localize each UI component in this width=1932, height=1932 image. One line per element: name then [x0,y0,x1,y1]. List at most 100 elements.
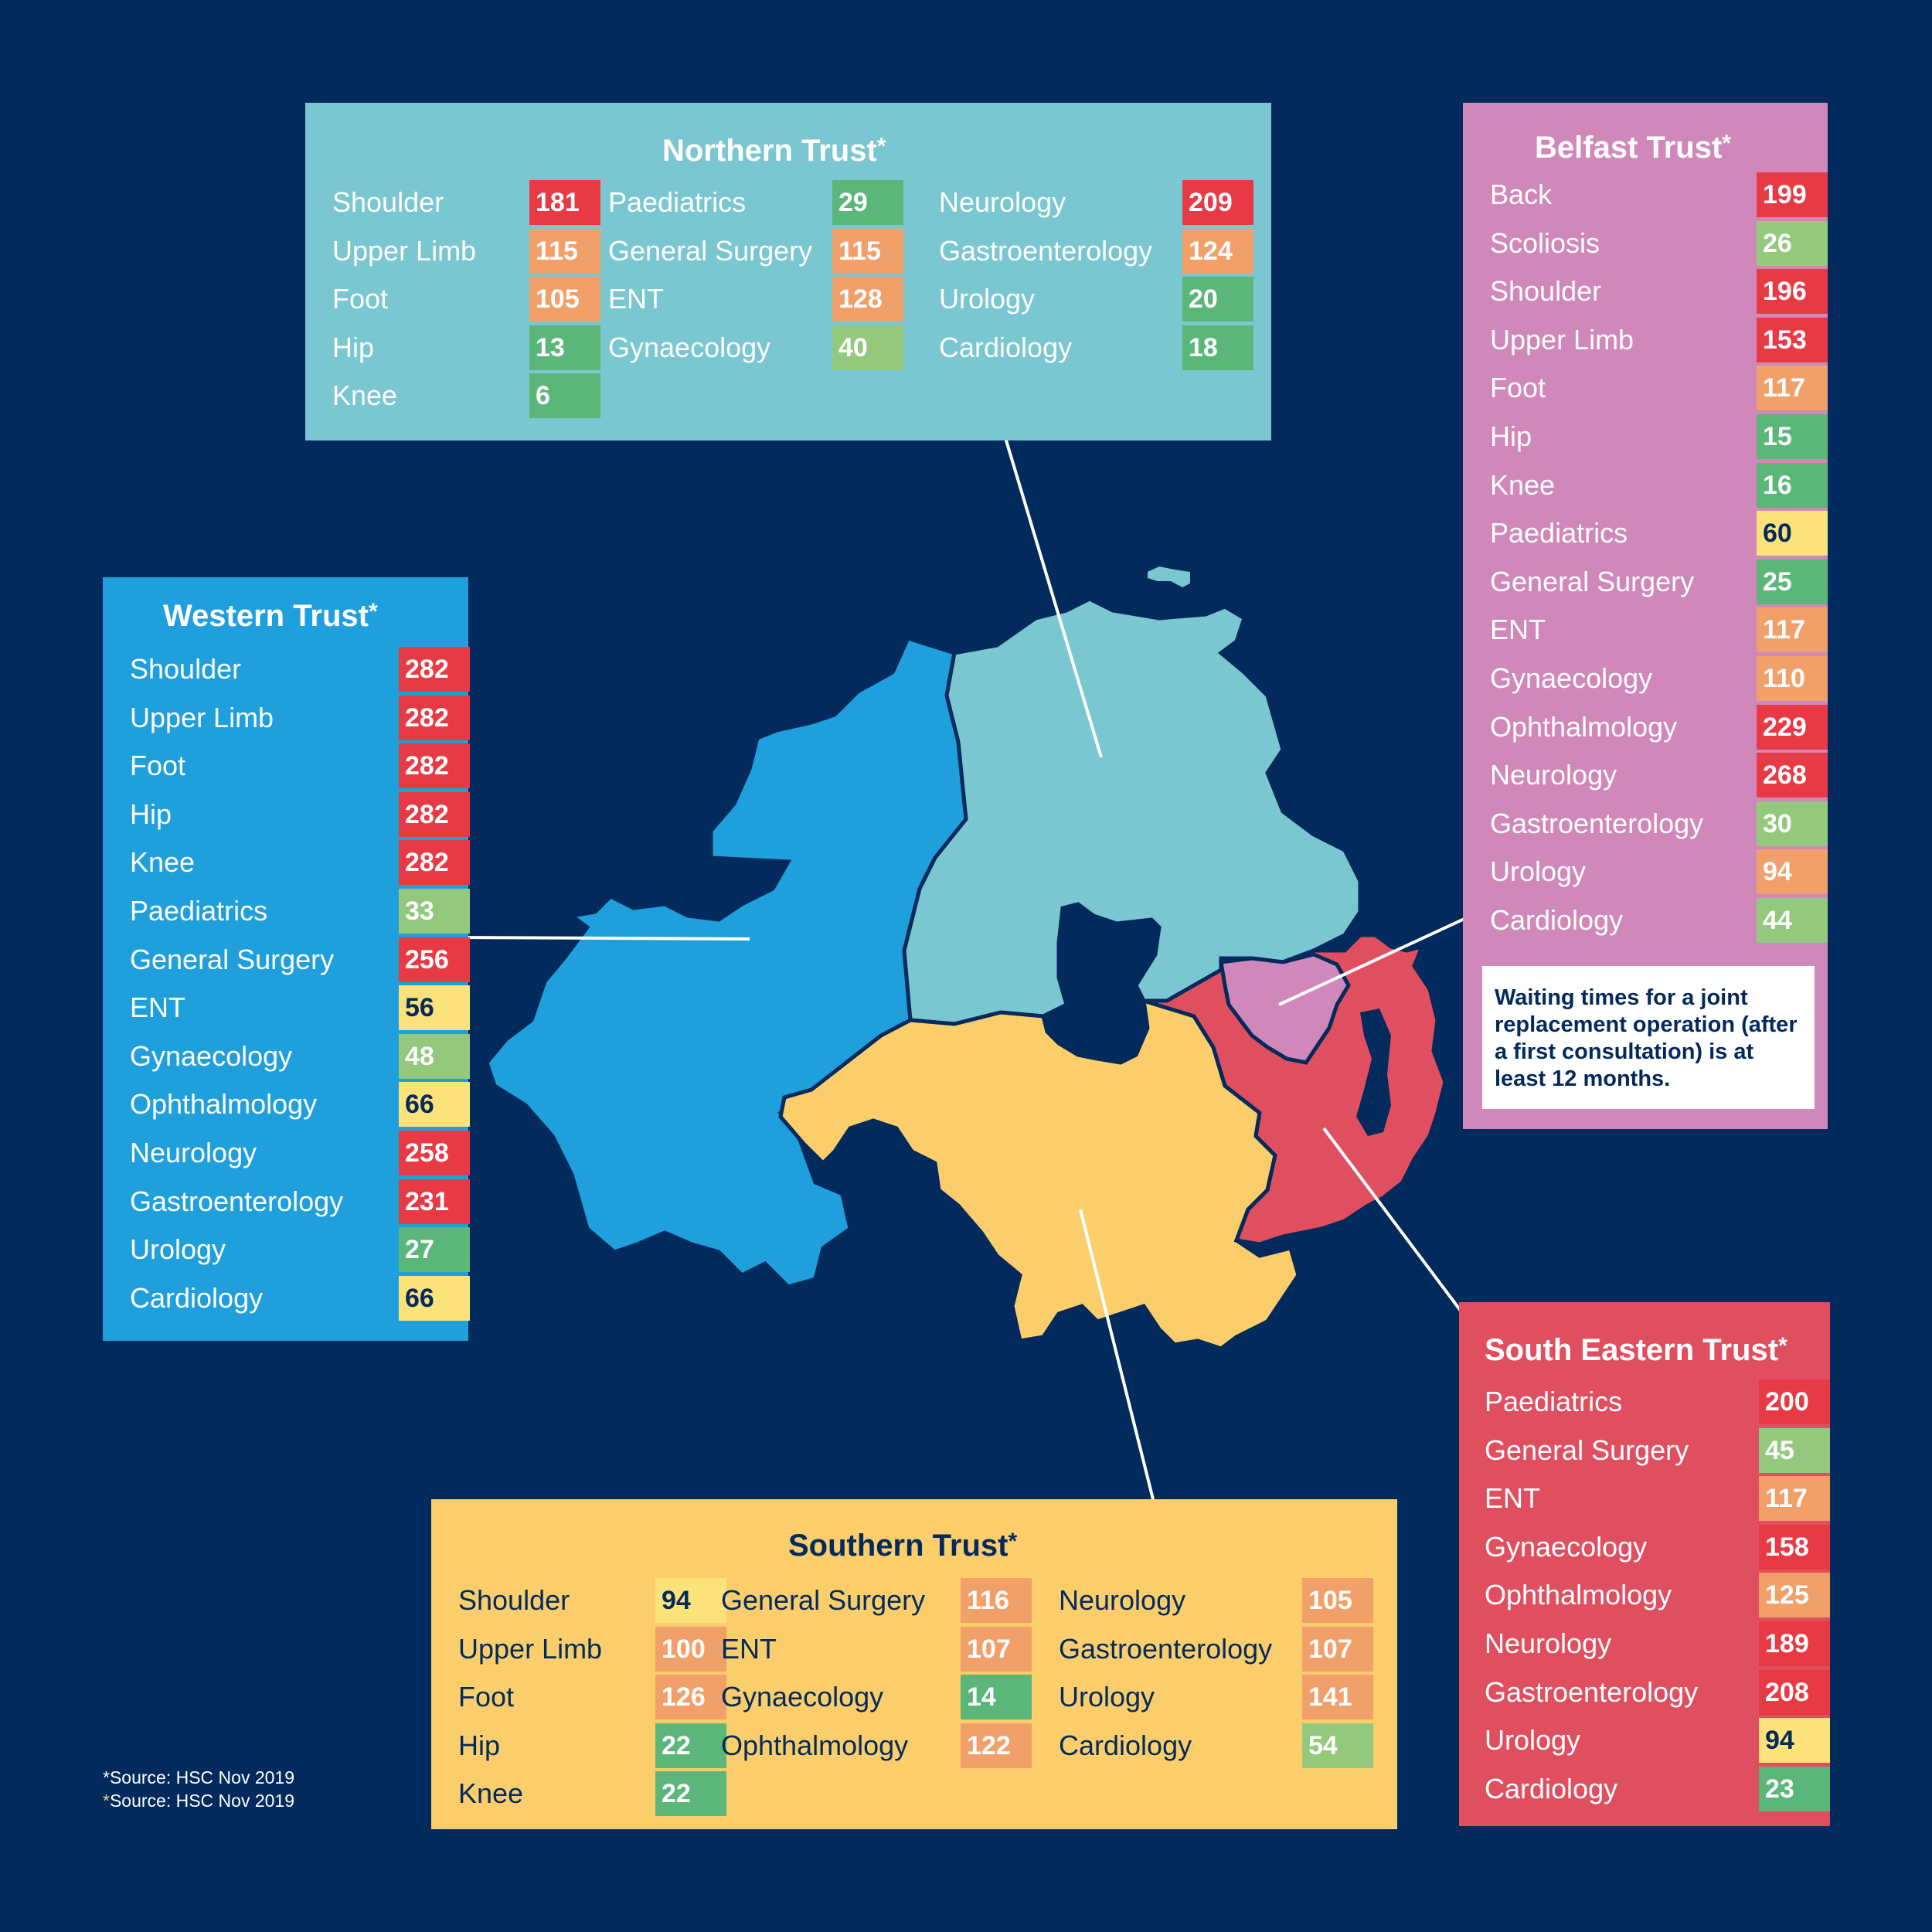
waiting-weeks-badge: 200 [1759,1379,1830,1424]
panel-title: Northern Trust* [662,134,886,168]
waiting-list-row: Paediatrics 29 [608,180,903,225]
waiting-list-row: Paediatrics 200 [1485,1379,1830,1424]
waiting-list-row: Foot 105 [332,277,600,322]
specialty-label: Gastroenterology [130,1185,344,1217]
waiting-list-row: Cardiology 54 [1059,1723,1373,1768]
waiting-list-row: Hip 15 [1490,414,1828,459]
waiting-list-row: Shoulder 282 [130,647,470,692]
waiting-list-row: Foot 117 [1490,366,1828,411]
connector-southern [1079,1209,1155,1500]
waiting-weeks-badge: 22 [655,1723,726,1768]
specialty-label: Upper Limb [458,1632,603,1665]
specialty-label: Gynaecology [721,1681,884,1713]
specialty-label: Gynaecology [1485,1530,1648,1563]
waiting-weeks-badge: 107 [1302,1626,1373,1672]
specialty-label: Neurology [1490,759,1617,791]
waiting-list-row: Neurology 209 [939,180,1253,225]
waiting-weeks-badge: 153 [1757,317,1828,362]
waiting-list-row: Hip 13 [332,325,600,370]
waiting-weeks-badge: 105 [1302,1578,1373,1623]
map-region-western[interactable] [485,635,968,1289]
waiting-weeks-badge: 117 [1757,366,1828,411]
specialty-label: Foot [130,750,186,782]
waiting-list-row: ENT 117 [1485,1476,1830,1522]
waiting-weeks-badge: 14 [961,1675,1032,1720]
trust-name: Belfast Trust [1535,131,1723,165]
waiting-weeks-badge: 122 [961,1723,1032,1768]
specialty-label: Hip [332,331,375,363]
strangford-lough [1356,1009,1391,1136]
waiting-weeks-badge: 40 [832,325,903,370]
specialty-label: Ophthalmology [721,1729,909,1761]
specialty-label: Paediatrics [1490,517,1628,549]
specialty-label: ENT [608,283,664,315]
lough-neagh [1043,904,1159,1063]
waiting-weeks-badge: 20 [1182,277,1253,322]
specialty-label: Foot [332,283,389,315]
specialty-label: Cardiology [1490,904,1624,936]
waiting-list-row: Gastroenterology 208 [1485,1669,1830,1715]
waiting-list-row: Urology 94 [1485,1718,1830,1764]
waiting-weeks-badge: 13 [529,325,600,370]
specialty-label: Hip [130,798,172,830]
waiting-list-row: Gastroenterology 30 [1490,801,1828,846]
waiting-weeks-badge: 282 [399,840,470,886]
waiting-weeks-badge: 196 [1757,269,1828,315]
waiting-weeks-badge: 48 [399,1033,470,1079]
specialty-label: Cardiology [1059,1729,1192,1761]
specialty-label: Gastroenterology [1059,1632,1273,1665]
waiting-weeks-badge: 54 [1302,1723,1373,1768]
joint-replacement-note: Waiting times for a joint replacement op… [1482,966,1815,1109]
waiting-list-row: Foot 126 [458,1675,726,1720]
title-asterisk: * [1778,1333,1787,1359]
waiting-list-row: Shoulder 196 [1490,269,1828,315]
waiting-weeks-badge: 94 [1757,849,1828,895]
waiting-list-row: General Surgery 115 [608,228,903,274]
specialty-label: Ophthalmology [130,1088,318,1121]
waiting-weeks-badge: 66 [399,1082,470,1128]
source-text: Source: HSC Nov 2019 [109,1767,295,1787]
specialty-label: Cardiology [939,331,1073,363]
waiting-list-row: Ophthalmology 229 [1490,704,1828,750]
waiting-list-row: Neurology 189 [1485,1621,1830,1666]
map-region-southern[interactable] [778,998,1301,1351]
waiting-list-row: ENT 128 [608,277,903,322]
connector-northern [998,417,1103,758]
waiting-weeks-badge: 23 [1759,1766,1830,1811]
specialty-label: ENT [130,992,185,1024]
waiting-weeks-badge: 27 [399,1227,470,1273]
waiting-list-row: Neurology 268 [1490,753,1828,798]
waiting-weeks-badge: 141 [1302,1675,1373,1720]
waiting-list-row: General Surgery 256 [130,937,470,982]
waiting-weeks-badge: 199 [1757,172,1828,217]
source-asterisk: * [103,1791,110,1811]
waiting-weeks-badge: 117 [1757,607,1828,653]
specialty-label: General Surgery [130,943,335,975]
waiting-weeks-badge: 6 [529,373,600,419]
waiting-weeks-badge: 282 [399,743,470,789]
waiting-weeks-badge: 60 [1757,511,1828,556]
specialty-label: Ophthalmology [1490,710,1678,743]
waiting-list-row: Ophthalmology 125 [1485,1573,1830,1618]
specialty-label: Cardiology [130,1281,264,1314]
waiting-weeks-badge: 116 [961,1578,1032,1623]
waiting-list-row: Knee 282 [130,840,470,886]
map-region-belfast[interactable] [1219,952,1351,1065]
title-asterisk: * [1722,131,1731,156]
panel-title: Belfast Trust* [1535,131,1731,165]
waiting-weeks-badge: 282 [399,791,470,837]
waiting-list-row: Knee 16 [1490,462,1828,508]
waiting-list-row: Cardiology 18 [939,325,1253,370]
waiting-list-row: Urology 141 [1059,1675,1373,1720]
waiting-weeks-badge: 115 [832,228,903,274]
panel-northern-trust: Northern Trust* Shoulder 181 Upper Limb 115… [305,103,1271,440]
specialty-label: General Surgery [721,1584,926,1616]
waiting-weeks-badge: 16 [1757,462,1828,508]
specialty-label: Knee [332,379,398,412]
specialty-label: Hip [458,1729,501,1761]
waiting-list-row: Gynaecology 40 [608,325,903,370]
source-text: Source: HSC Nov 2019 [109,1791,295,1811]
waiting-weeks-badge: 29 [832,180,903,225]
specialty-label: Urology [130,1233,226,1266]
